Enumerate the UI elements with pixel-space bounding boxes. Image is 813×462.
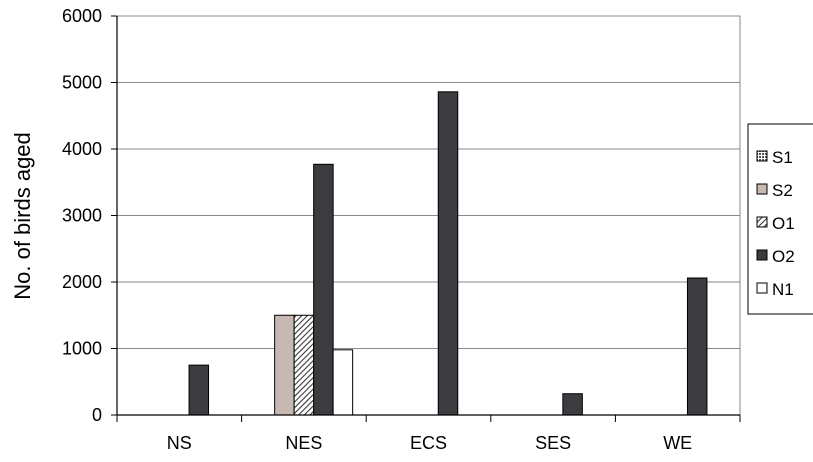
bar-o2-nes (313, 163, 334, 416)
bar-n1-nes (332, 349, 354, 416)
y-tick-label: 6000 (62, 6, 102, 26)
bar-s2-nes (274, 314, 295, 416)
y-tick-label: 4000 (62, 139, 102, 159)
bars (188, 91, 708, 416)
legend-label-o2: O2 (772, 247, 795, 266)
y-axis-title: No. of birds aged (10, 132, 35, 300)
y-tick-label: 3000 (62, 206, 102, 226)
legend-label-o1: O1 (772, 214, 795, 233)
x-tick-label: NS (167, 433, 192, 453)
legend-label-s2: S2 (772, 181, 793, 200)
bar-o2-ns (188, 364, 210, 416)
legend-swatch-s2 (756, 183, 768, 195)
tick-labels: 0 1000 2000 3000 4000 5000 6000 NS NES ECS SES WE (62, 6, 692, 453)
legend-label-s1: S1 (772, 148, 793, 167)
axes (111, 15, 741, 422)
x-tick-label: WE (663, 433, 692, 453)
bar-o2-ecs (437, 91, 459, 416)
bar-o2-we (686, 277, 708, 416)
x-tick-label: ECS (410, 433, 447, 453)
y-tick-label: 5000 (62, 73, 102, 93)
legend-swatch-s1 (756, 150, 768, 162)
x-tick-label: SES (535, 433, 571, 453)
x-tick-label: NES (285, 433, 322, 453)
legend-swatch-o1 (756, 216, 768, 228)
bar-o2-ses (562, 393, 583, 416)
y-tick-label: 1000 (62, 339, 102, 359)
legend-label-n1: N1 (772, 280, 794, 299)
y-tick-label: 2000 (62, 272, 102, 292)
legend-swatch-n1 (756, 282, 768, 294)
bar-o1-nes (293, 314, 315, 416)
y-tick-label: 0 (92, 405, 102, 425)
legend: S1 S2 O1 O2 N1 (747, 123, 813, 315)
legend-swatch-o2 (756, 249, 768, 261)
gridlines (117, 15, 740, 349)
